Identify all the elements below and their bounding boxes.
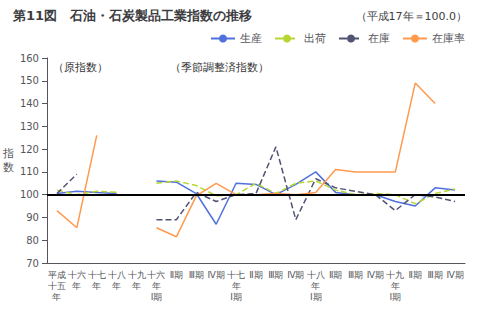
svg-text:在庫率: 在庫率	[432, 32, 465, 45]
svg-text:Ⅲ期: Ⅲ期	[268, 270, 283, 280]
svg-text:80: 80	[26, 235, 39, 246]
svg-text:90: 90	[26, 212, 39, 223]
svg-text:十八: 十八	[108, 270, 126, 280]
svg-text:（原指数）: （原指数）	[53, 61, 108, 74]
svg-text:100: 100	[20, 189, 39, 200]
svg-text:Ⅳ期: Ⅳ期	[367, 270, 384, 280]
svg-text:第11図 石油・石炭製品工業指数の推移: 第11図 石油・石炭製品工業指数の推移	[12, 8, 252, 23]
svg-text:年: 年	[132, 281, 141, 291]
svg-text:指: 指	[2, 147, 14, 160]
svg-text:Ⅰ期: Ⅰ期	[310, 292, 322, 302]
svg-text:120: 120	[20, 144, 39, 155]
svg-text:平成: 平成	[48, 270, 66, 280]
svg-text:160: 160	[20, 53, 39, 64]
svg-text:十九: 十九	[128, 270, 146, 280]
svg-text:十七: 十七	[227, 270, 245, 280]
svg-text:年: 年	[112, 281, 121, 291]
svg-text:十七: 十七	[88, 270, 106, 280]
svg-text:年: 年	[72, 281, 81, 291]
svg-text:十六: 十六	[147, 270, 165, 280]
svg-text:Ⅰ期: Ⅰ期	[151, 292, 163, 302]
svg-text:生産: 生産	[240, 32, 262, 45]
svg-text:Ⅳ期: Ⅳ期	[208, 270, 225, 280]
svg-text:70: 70	[26, 258, 39, 269]
svg-text:130: 130	[20, 121, 39, 132]
svg-text:Ⅱ期: Ⅱ期	[329, 270, 342, 280]
svg-text:Ⅱ期: Ⅱ期	[249, 270, 262, 280]
svg-text:150: 150	[20, 75, 39, 86]
svg-text:年: 年	[232, 281, 241, 291]
svg-text:Ⅲ期: Ⅲ期	[428, 270, 443, 280]
svg-text:Ⅰ期: Ⅰ期	[230, 292, 242, 302]
svg-text:Ⅰ期: Ⅰ期	[390, 292, 402, 302]
svg-text:Ⅱ期: Ⅱ期	[409, 270, 422, 280]
svg-text:（季節調整済指数）: （季節調整済指数）	[170, 61, 269, 74]
svg-text:Ⅱ期: Ⅱ期	[170, 270, 183, 280]
svg-text:数: 数	[3, 161, 14, 174]
svg-text:十六: 十六	[68, 270, 86, 280]
svg-text:十九: 十九	[386, 270, 404, 280]
svg-text:年: 年	[92, 281, 101, 291]
svg-text:Ⅳ期: Ⅳ期	[446, 270, 463, 280]
svg-text:Ⅲ期: Ⅲ期	[189, 270, 204, 280]
svg-text:年: 年	[52, 292, 61, 302]
svg-text:年: 年	[152, 281, 161, 291]
svg-text:在庫: 在庫	[368, 32, 390, 45]
svg-text:（平成17年＝100.0）: （平成17年＝100.0）	[356, 10, 468, 23]
svg-text:年: 年	[311, 281, 320, 291]
svg-text:年: 年	[391, 281, 400, 291]
svg-text:十五: 十五	[48, 281, 66, 291]
svg-text:110: 110	[20, 166, 39, 177]
svg-text:出荷: 出荷	[304, 32, 326, 45]
svg-text:Ⅳ期: Ⅳ期	[287, 270, 304, 280]
svg-text:Ⅲ期: Ⅲ期	[348, 270, 363, 280]
svg-text:140: 140	[20, 98, 39, 109]
svg-text:十八: 十八	[307, 270, 325, 280]
